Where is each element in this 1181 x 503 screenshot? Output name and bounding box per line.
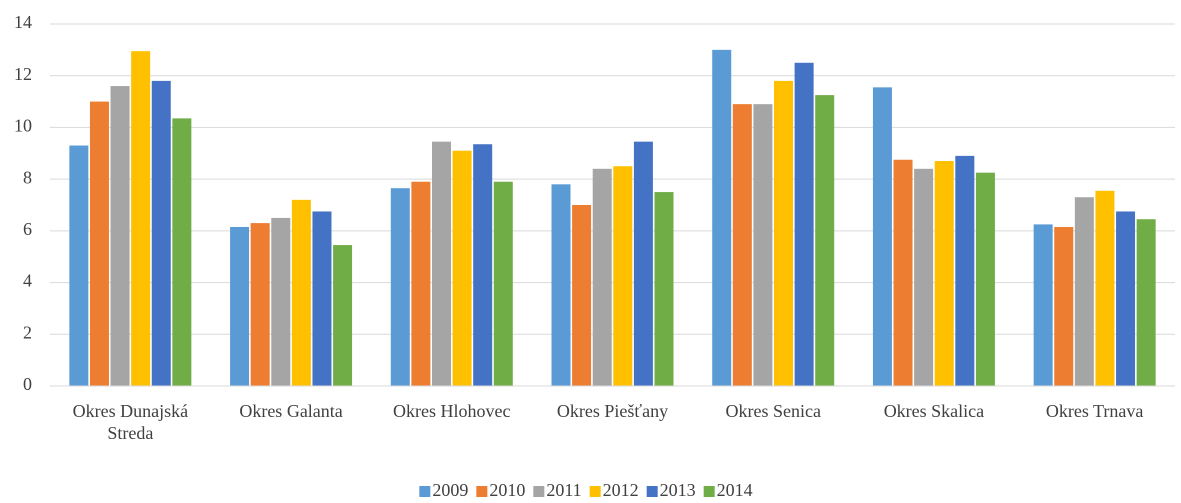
label-line: Streda <box>107 423 153 443</box>
bar <box>893 159 913 386</box>
y-tick-label: 2 <box>23 322 32 342</box>
x-tick-label: Okres Dunajská Streda <box>73 401 188 443</box>
bar <box>411 181 431 386</box>
legend-label: 2013 <box>660 480 696 500</box>
bar <box>431 141 451 386</box>
bar <box>69 145 89 386</box>
bar <box>473 144 493 386</box>
bar <box>1136 219 1156 386</box>
bar <box>1054 226 1074 386</box>
bar <box>1074 197 1094 386</box>
bar <box>131 51 151 387</box>
bar <box>493 181 513 386</box>
legend: 2009 2010 2011 2012 2013 2014 <box>419 480 753 500</box>
bar <box>955 155 975 386</box>
bar <box>110 86 130 387</box>
bar <box>914 168 934 386</box>
bar <box>592 168 612 386</box>
bar <box>230 226 250 386</box>
bar <box>712 49 732 386</box>
bar <box>975 172 995 386</box>
legend-label: 2012 <box>603 480 639 500</box>
bar <box>732 104 752 387</box>
x-tick-label: Okres Trnava <box>1046 401 1144 421</box>
legend-label: 2010 <box>489 480 525 500</box>
x-tick-label: Okres Hlohovec <box>393 401 510 421</box>
legend-swatch <box>419 486 431 497</box>
label-line: Okres Dunajská <box>73 401 188 421</box>
x-tick-label: Okres Galanta <box>239 401 342 421</box>
bar <box>390 188 410 386</box>
legend-label: 2011 <box>546 480 581 500</box>
legend-swatch <box>533 486 545 497</box>
y-tick-label: 12 <box>14 64 32 84</box>
bar <box>452 150 472 386</box>
bar <box>333 245 353 386</box>
bar <box>753 104 773 387</box>
y-tick-label: 10 <box>14 116 32 136</box>
bar <box>151 80 171 386</box>
bar <box>172 118 192 386</box>
bar <box>1116 211 1136 386</box>
bar <box>613 166 633 386</box>
y-tick-label: 6 <box>23 219 32 239</box>
bar <box>89 101 109 387</box>
legend-label: 2009 <box>432 480 468 500</box>
bar <box>794 62 814 387</box>
bar <box>815 95 835 386</box>
x-tick-label: Okres Piešťany <box>557 401 668 421</box>
bar <box>551 184 571 386</box>
bar <box>271 217 291 386</box>
legend-swatch <box>589 486 601 497</box>
y-tick-label: 14 <box>14 12 32 32</box>
legend-swatch <box>476 486 488 497</box>
x-tick-label: Okres Senica <box>725 401 820 421</box>
legend-swatch <box>646 486 658 497</box>
bar <box>654 192 674 386</box>
bar <box>934 161 954 386</box>
bar <box>312 211 332 386</box>
bar <box>872 87 892 386</box>
y-tick-label: 0 <box>23 374 32 394</box>
bar <box>250 223 270 386</box>
x-tick-label: Okres Skalica <box>884 401 984 421</box>
bar <box>291 199 311 386</box>
y-tick-label: 4 <box>23 271 32 291</box>
bar <box>774 80 794 386</box>
legend-swatch <box>703 486 715 497</box>
bar <box>633 141 653 386</box>
bar <box>1095 190 1115 386</box>
legend-label: 2014 <box>717 480 753 500</box>
bar <box>572 205 592 386</box>
y-tick-label: 8 <box>23 167 32 187</box>
bar <box>1033 224 1053 386</box>
